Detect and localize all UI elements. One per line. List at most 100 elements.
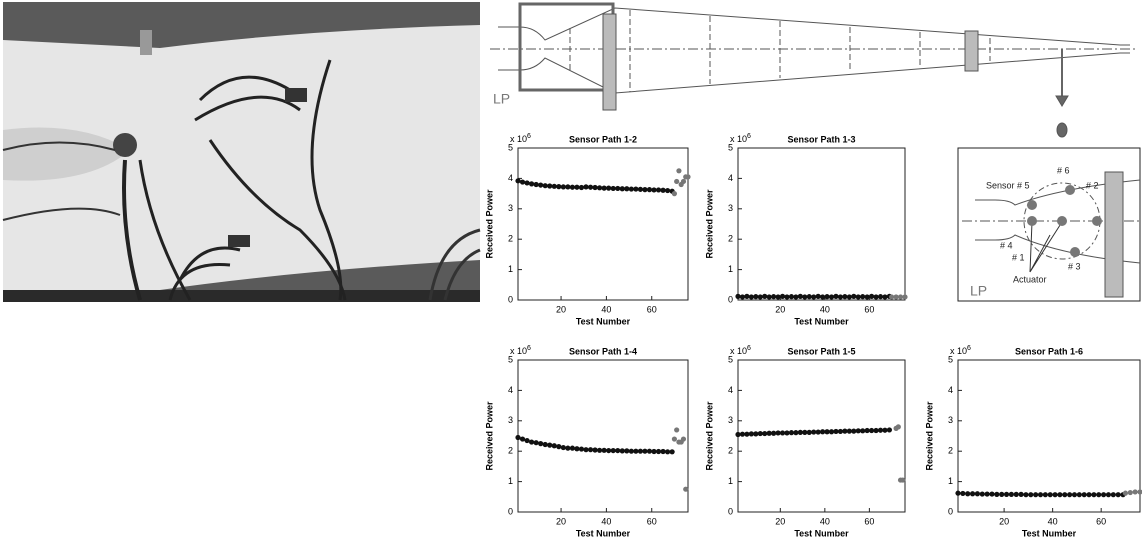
data-point (806, 429, 812, 435)
data-point (806, 294, 812, 300)
data-point (574, 446, 580, 452)
data-point (642, 448, 648, 454)
data-point (1013, 491, 1019, 497)
data-point (815, 293, 821, 299)
data-point (824, 429, 830, 435)
y-offset-base: x 10 (950, 346, 967, 356)
data-point (624, 448, 630, 454)
y-tick-label: 3 (508, 415, 513, 425)
data-point (615, 447, 621, 454)
data-point (811, 294, 817, 300)
data-point (793, 294, 799, 300)
data-point (533, 181, 539, 188)
y-offset-label: x 106 (950, 345, 971, 357)
y-tick-label: 2 (948, 446, 953, 456)
y-tick-label: 1 (728, 476, 733, 486)
y-offset-label: x 106 (510, 133, 531, 145)
data-point (601, 185, 607, 191)
data-point (735, 431, 741, 438)
data-point (680, 178, 687, 185)
data-point (753, 294, 759, 300)
data-point (855, 428, 861, 434)
plot-area (737, 147, 906, 301)
data-point (869, 427, 875, 434)
chart-title: Sensor Path 1-6 (1015, 346, 1083, 356)
y-tick-label: 3 (728, 415, 733, 425)
data-point (538, 441, 544, 447)
data-point (615, 185, 621, 192)
x-tick-label: 60 (647, 516, 657, 526)
data-point (779, 293, 786, 299)
y-tick-label: 4 (728, 385, 733, 395)
data-point (519, 179, 526, 185)
data-point (1137, 489, 1142, 495)
y-offset-base: x 10 (730, 346, 747, 356)
data-point (828, 429, 835, 435)
x-tick-label: 60 (647, 304, 657, 314)
data-point (984, 491, 990, 497)
data-point (660, 448, 666, 455)
data-point (877, 427, 884, 433)
data-point (869, 293, 875, 299)
data-point (748, 294, 754, 300)
data-point (842, 294, 848, 300)
data-point (547, 183, 553, 189)
data-point (587, 184, 594, 190)
data-point (895, 424, 901, 430)
data-point (542, 441, 548, 448)
data-point (1105, 492, 1112, 498)
chart-title: Sensor Path 1-4 (569, 346, 637, 356)
data-point (842, 428, 848, 434)
data-point (815, 429, 821, 435)
data-point (519, 436, 526, 442)
data-point (637, 186, 644, 192)
y-tick-label: 4 (508, 385, 513, 395)
data-point (1052, 492, 1058, 498)
data-point (551, 443, 557, 449)
data-point (766, 430, 772, 436)
plot-area (517, 147, 689, 301)
data-point (802, 429, 808, 435)
data-point (655, 448, 662, 455)
x-axis-label: Test Number (794, 528, 849, 538)
data-point (655, 187, 662, 193)
inset-label: # 6 (1057, 165, 1070, 175)
y-offset-exp: 6 (747, 345, 751, 352)
data-point (1037, 492, 1044, 498)
data-point (556, 444, 562, 450)
data-point (851, 293, 857, 299)
data-point (542, 183, 548, 189)
y-tick-label: 2 (508, 446, 513, 456)
data-point (753, 431, 759, 437)
y-axis-label: Received Power (484, 401, 494, 471)
data-point (851, 428, 857, 434)
data-point (860, 428, 866, 434)
data-point (748, 431, 754, 437)
inset-label: Actuator (1013, 274, 1047, 284)
plot-area (517, 359, 689, 513)
data-point (1101, 492, 1107, 498)
data-point (1067, 492, 1073, 498)
y-tick-label: 0 (508, 294, 513, 304)
y-tick-label: 4 (508, 173, 513, 183)
y-tick-label: 5 (728, 142, 733, 152)
data-point (674, 178, 680, 185)
y-axis-label: Received Power (484, 189, 494, 259)
y-tick-label: 5 (948, 354, 953, 364)
data-point (762, 293, 768, 299)
data-point (893, 294, 899, 300)
data-point (1028, 492, 1034, 498)
data-point (560, 184, 566, 190)
data-point (665, 449, 671, 455)
x-tick-label: 40 (820, 304, 830, 314)
data-point (524, 437, 530, 444)
data-point (779, 430, 786, 436)
x-tick-label: 20 (556, 516, 566, 526)
data-point (739, 294, 746, 300)
data-point (628, 186, 634, 192)
data-point (597, 447, 603, 453)
x-tick-label: 20 (775, 304, 785, 314)
data-point (757, 294, 763, 300)
x-tick-label: 60 (1096, 516, 1106, 526)
